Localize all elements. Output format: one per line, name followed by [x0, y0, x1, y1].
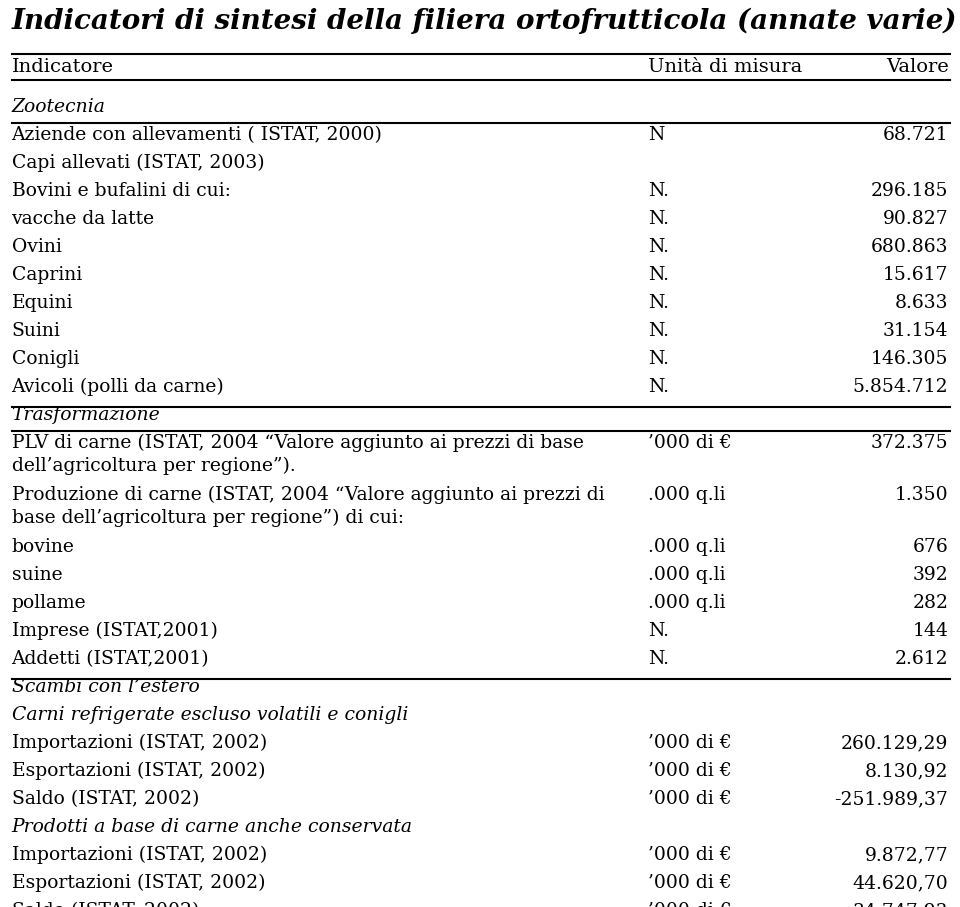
Text: ’000 di €: ’000 di € — [648, 846, 732, 864]
Text: 372.375: 372.375 — [871, 434, 948, 452]
Text: 44.620,70: 44.620,70 — [852, 874, 948, 892]
Text: 1.350: 1.350 — [895, 486, 948, 504]
Text: N.: N. — [648, 350, 669, 368]
Text: Importazioni (ISTAT, 2002): Importazioni (ISTAT, 2002) — [12, 846, 267, 864]
Text: Caprini: Caprini — [12, 266, 82, 284]
Text: N.: N. — [648, 182, 669, 200]
Text: Valore: Valore — [886, 58, 948, 76]
Text: Bovini e bufalini di cui:: Bovini e bufalini di cui: — [12, 182, 230, 200]
Text: N.: N. — [648, 210, 669, 228]
Text: .000 q.li: .000 q.li — [648, 566, 726, 584]
Text: Saldo (ISTAT, 2002): Saldo (ISTAT, 2002) — [12, 790, 199, 808]
Text: Produzione di carne (ISTAT, 2004 “Valore aggiunto ai prezzi di
base dell’agricol: Produzione di carne (ISTAT, 2004 “Valore… — [12, 486, 604, 528]
Text: 144: 144 — [913, 622, 948, 640]
Text: Conigli: Conigli — [12, 350, 79, 368]
Text: 282: 282 — [912, 594, 948, 612]
Text: 68.721: 68.721 — [883, 126, 948, 144]
Text: Importazioni (ISTAT, 2002): Importazioni (ISTAT, 2002) — [12, 734, 267, 752]
Text: -251.989,37: -251.989,37 — [834, 790, 948, 808]
Text: pollame: pollame — [12, 594, 86, 612]
Text: ’000 di €: ’000 di € — [648, 790, 732, 808]
Text: N.: N. — [648, 650, 669, 668]
Text: 9.872,77: 9.872,77 — [865, 846, 948, 864]
Text: PLV di carne (ISTAT, 2004 “Valore aggiunto ai prezzi di base
dell’agricoltura pe: PLV di carne (ISTAT, 2004 “Valore aggiun… — [12, 434, 584, 475]
Text: Saldo (ISTAT, 2002): Saldo (ISTAT, 2002) — [12, 902, 199, 907]
Text: N.: N. — [648, 378, 669, 396]
Text: Imprese (ISTAT,2001): Imprese (ISTAT,2001) — [12, 622, 217, 640]
Text: ’000 di €: ’000 di € — [648, 902, 732, 907]
Text: Avicoli (polli da carne): Avicoli (polli da carne) — [12, 378, 225, 396]
Text: 680.863: 680.863 — [871, 238, 948, 256]
Text: Esportazioni (ISTAT, 2002): Esportazioni (ISTAT, 2002) — [12, 762, 265, 780]
Text: N.: N. — [648, 294, 669, 312]
Text: 90.827: 90.827 — [883, 210, 948, 228]
Text: Unità di misura: Unità di misura — [648, 58, 803, 76]
Text: Indicatore: Indicatore — [12, 58, 113, 76]
Text: vacche da latte: vacche da latte — [12, 210, 155, 228]
Text: Carni refrigerate escluso volatili e conigli: Carni refrigerate escluso volatili e con… — [12, 706, 408, 724]
Text: N.: N. — [648, 266, 669, 284]
Text: ’000 di €: ’000 di € — [648, 874, 732, 892]
Text: Indicatori di sintesi della filiera ortofrutticola (annate varie): Indicatori di sintesi della filiera orto… — [12, 8, 957, 35]
Text: Suini: Suini — [12, 322, 60, 340]
Text: 392: 392 — [913, 566, 948, 584]
Text: ’000 di €: ’000 di € — [648, 734, 732, 752]
Text: 260.129,29: 260.129,29 — [841, 734, 948, 752]
Text: N.: N. — [648, 322, 669, 340]
Text: 5.854.712: 5.854.712 — [852, 378, 948, 396]
Text: N.: N. — [648, 622, 669, 640]
Text: Ovini: Ovini — [12, 238, 61, 256]
Text: 676: 676 — [913, 538, 948, 556]
Text: ’000 di €: ’000 di € — [648, 434, 732, 452]
Text: .000 q.li: .000 q.li — [648, 594, 726, 612]
Text: 31.154: 31.154 — [883, 322, 948, 340]
Text: Aziende con allevamenti ( ISTAT, 2000): Aziende con allevamenti ( ISTAT, 2000) — [12, 126, 382, 144]
Text: 8.633: 8.633 — [895, 294, 948, 312]
Text: Trasformazione: Trasformazione — [12, 406, 160, 424]
Text: .000 q.li: .000 q.li — [648, 538, 726, 556]
Text: Capi allevati (ISTAT, 2003): Capi allevati (ISTAT, 2003) — [12, 154, 264, 172]
Text: Zootecnia: Zootecnia — [12, 98, 106, 116]
Text: bovine: bovine — [12, 538, 74, 556]
Text: Prodotti a base di carne anche conservata: Prodotti a base di carne anche conservat… — [12, 818, 413, 836]
Text: 2.612: 2.612 — [895, 650, 948, 668]
Text: N.: N. — [648, 238, 669, 256]
Text: ’000 di €: ’000 di € — [648, 762, 732, 780]
Text: Addetti (ISTAT,2001): Addetti (ISTAT,2001) — [12, 650, 209, 668]
Text: Scambi con l’estero: Scambi con l’estero — [12, 678, 200, 696]
Text: .000 q.li: .000 q.li — [648, 486, 726, 504]
Text: 34.747,93: 34.747,93 — [853, 902, 948, 907]
Text: 146.305: 146.305 — [871, 350, 948, 368]
Text: 8.130,92: 8.130,92 — [865, 762, 948, 780]
Text: 296.185: 296.185 — [871, 182, 948, 200]
Text: 15.617: 15.617 — [883, 266, 948, 284]
Text: Equini: Equini — [12, 294, 73, 312]
Text: Esportazioni (ISTAT, 2002): Esportazioni (ISTAT, 2002) — [12, 874, 265, 892]
Text: N: N — [648, 126, 664, 144]
Text: suine: suine — [12, 566, 62, 584]
